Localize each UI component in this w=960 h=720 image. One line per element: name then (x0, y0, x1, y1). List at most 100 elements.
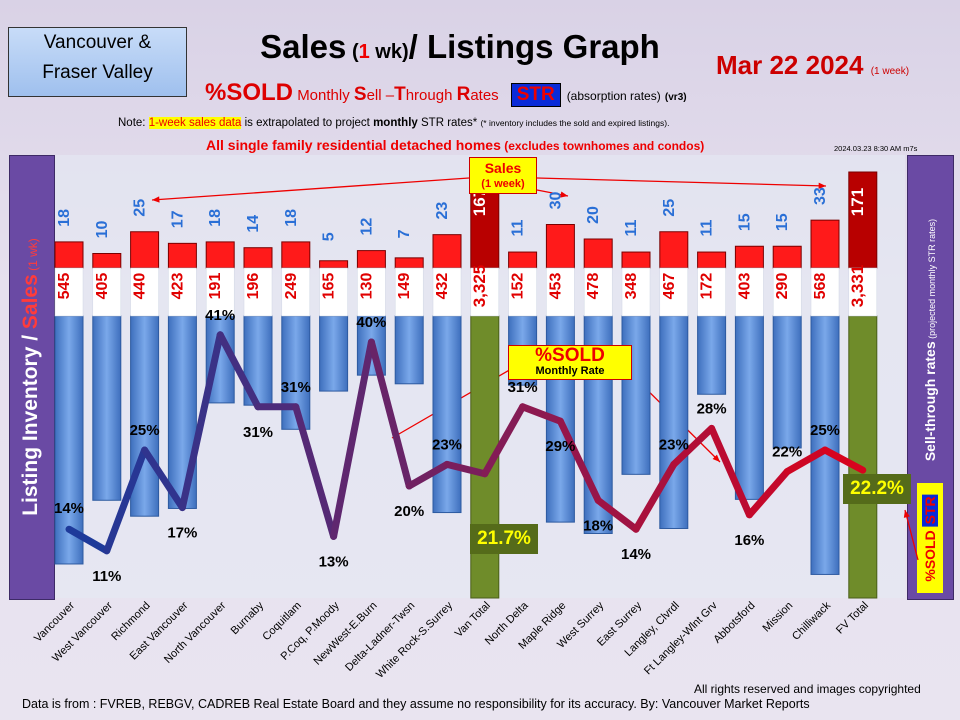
value-band-cell (357, 267, 386, 317)
title-pre: Sales (260, 28, 347, 65)
sales-value-label: 23 (434, 202, 451, 220)
sales-bar (92, 253, 122, 269)
str-line-segment (178, 331, 224, 512)
value-band-cell (546, 267, 575, 317)
sales-value-label: 11 (623, 219, 640, 236)
value-band-cell (583, 267, 613, 317)
value-band-cell (508, 267, 537, 317)
rights-note: All rights reserved and images copyright… (694, 682, 921, 696)
listing-bar (130, 315, 160, 517)
category-label: Mission (760, 600, 795, 635)
str-line-segment (65, 525, 111, 555)
note-small: (* inventory includes the sold and expir… (480, 118, 670, 128)
sold-percent-label: 29% (545, 438, 575, 455)
sales-bar (848, 171, 878, 269)
sales-value-label: 20 (585, 206, 602, 224)
category-label: Abbotsford (711, 600, 757, 646)
sales-bar (54, 241, 84, 269)
sales-bar (810, 219, 840, 269)
sub-w5: R (456, 84, 471, 105)
listing-value-label: 467 (661, 273, 678, 300)
category-label: Delta-Ladner-Twsn (343, 600, 417, 674)
str-line-segment (405, 460, 451, 490)
sales-bar (545, 224, 575, 269)
sales-bar (130, 231, 160, 269)
listing-value-label: 453 (547, 273, 564, 300)
listing-value-label: 149 (396, 273, 413, 300)
value-band-cell (319, 267, 348, 317)
note-rest: STR rates* (417, 117, 481, 129)
sales-arrow-left (151, 177, 470, 201)
van-total-rate: 21.7% (470, 524, 538, 554)
listing-value-label: 191 (207, 273, 224, 300)
title-post: / Listings Graph (408, 28, 660, 65)
sales-value-label: 171 (848, 188, 867, 216)
timestamp: 2024.03.23 8:30 AM m7s (834, 144, 918, 153)
listing-bar (848, 315, 878, 599)
listing-value-label: 165 (321, 273, 338, 300)
sold-percent-label: 28% (697, 400, 727, 417)
str-arrow-head (903, 510, 910, 518)
listing-value-label: 568 (812, 273, 829, 300)
sold-big: %SOLD (205, 79, 294, 106)
str-badge: STR (510, 83, 561, 107)
sales-value-label: 5 (321, 232, 338, 241)
value-band-cell (130, 267, 159, 317)
region-line1: Vancouver & (43, 32, 152, 53)
sold-percent-label: 25% (130, 422, 160, 439)
sold-percent-label: 16% (734, 532, 764, 549)
str-line-segment (330, 338, 375, 540)
sales-value-label: 25 (132, 199, 149, 217)
sales-bar (583, 238, 613, 269)
sold-percent-label: 22% (772, 444, 802, 461)
sales-arrow-right-head (818, 182, 826, 189)
sales-callout-line2: (1 week) (481, 178, 525, 190)
sold-percent-label: 18% (583, 517, 613, 534)
category-label: FV Total (834, 600, 871, 637)
note-mid: is extrapolated to project (241, 117, 374, 129)
str-line-segment (708, 424, 753, 519)
sales-value-label: 7 (396, 229, 413, 238)
sold-percent-label: 23% (432, 436, 462, 453)
listing-bar (697, 315, 727, 395)
sales-bar (697, 251, 727, 269)
sold-percent-label: 23% (659, 436, 689, 453)
listing-bar (432, 315, 462, 514)
sub-w6: ates (470, 87, 499, 104)
sold-percent-label: 31% (243, 424, 273, 441)
sales-callout-line1: Sales (484, 160, 522, 176)
sales-value-label: 167 (470, 188, 489, 216)
sales-bar (621, 251, 651, 269)
sales-bar (508, 251, 538, 269)
chart-title: Sales (1 wk)/ Listings Graph (200, 28, 720, 66)
sales-bar (205, 241, 235, 269)
listing-value-label: 405 (94, 273, 111, 300)
str-line-segment (103, 446, 149, 555)
value-band-cell (54, 267, 84, 317)
sales-bar (659, 231, 689, 269)
listing-value-label: 423 (169, 273, 186, 300)
category-label: Ft Langley-Wlnt Grv (642, 599, 720, 677)
value-band-cell (168, 267, 197, 317)
str-line-segment (745, 468, 791, 519)
sales-value-label: 11 (510, 219, 527, 236)
absorption-text: (absorption rates) (566, 89, 661, 103)
sales-value-label: 15 (736, 213, 753, 231)
title-wk-num: 1 (358, 41, 370, 63)
str-line-segment (556, 417, 602, 504)
sales-bar (394, 257, 424, 269)
value-band-cell (281, 267, 311, 317)
sales-value-label: 17 (169, 210, 186, 228)
sales-value-label: 18 (56, 209, 73, 227)
listing-bar (659, 315, 689, 529)
str-line-segment (821, 446, 867, 474)
sold-percent-label: 31% (508, 379, 538, 396)
sales-arrow-left-head (152, 196, 160, 203)
sold-callout: %SOLD Monthly Rate (508, 345, 632, 380)
title-wk-open: ( (346, 41, 359, 63)
sold-percent-label: 17% (167, 525, 197, 542)
fv-total-rate: 22.2% (843, 474, 911, 504)
listing-value-label: 3,331 (848, 265, 867, 308)
sold-percent-label: 11% (92, 568, 121, 585)
